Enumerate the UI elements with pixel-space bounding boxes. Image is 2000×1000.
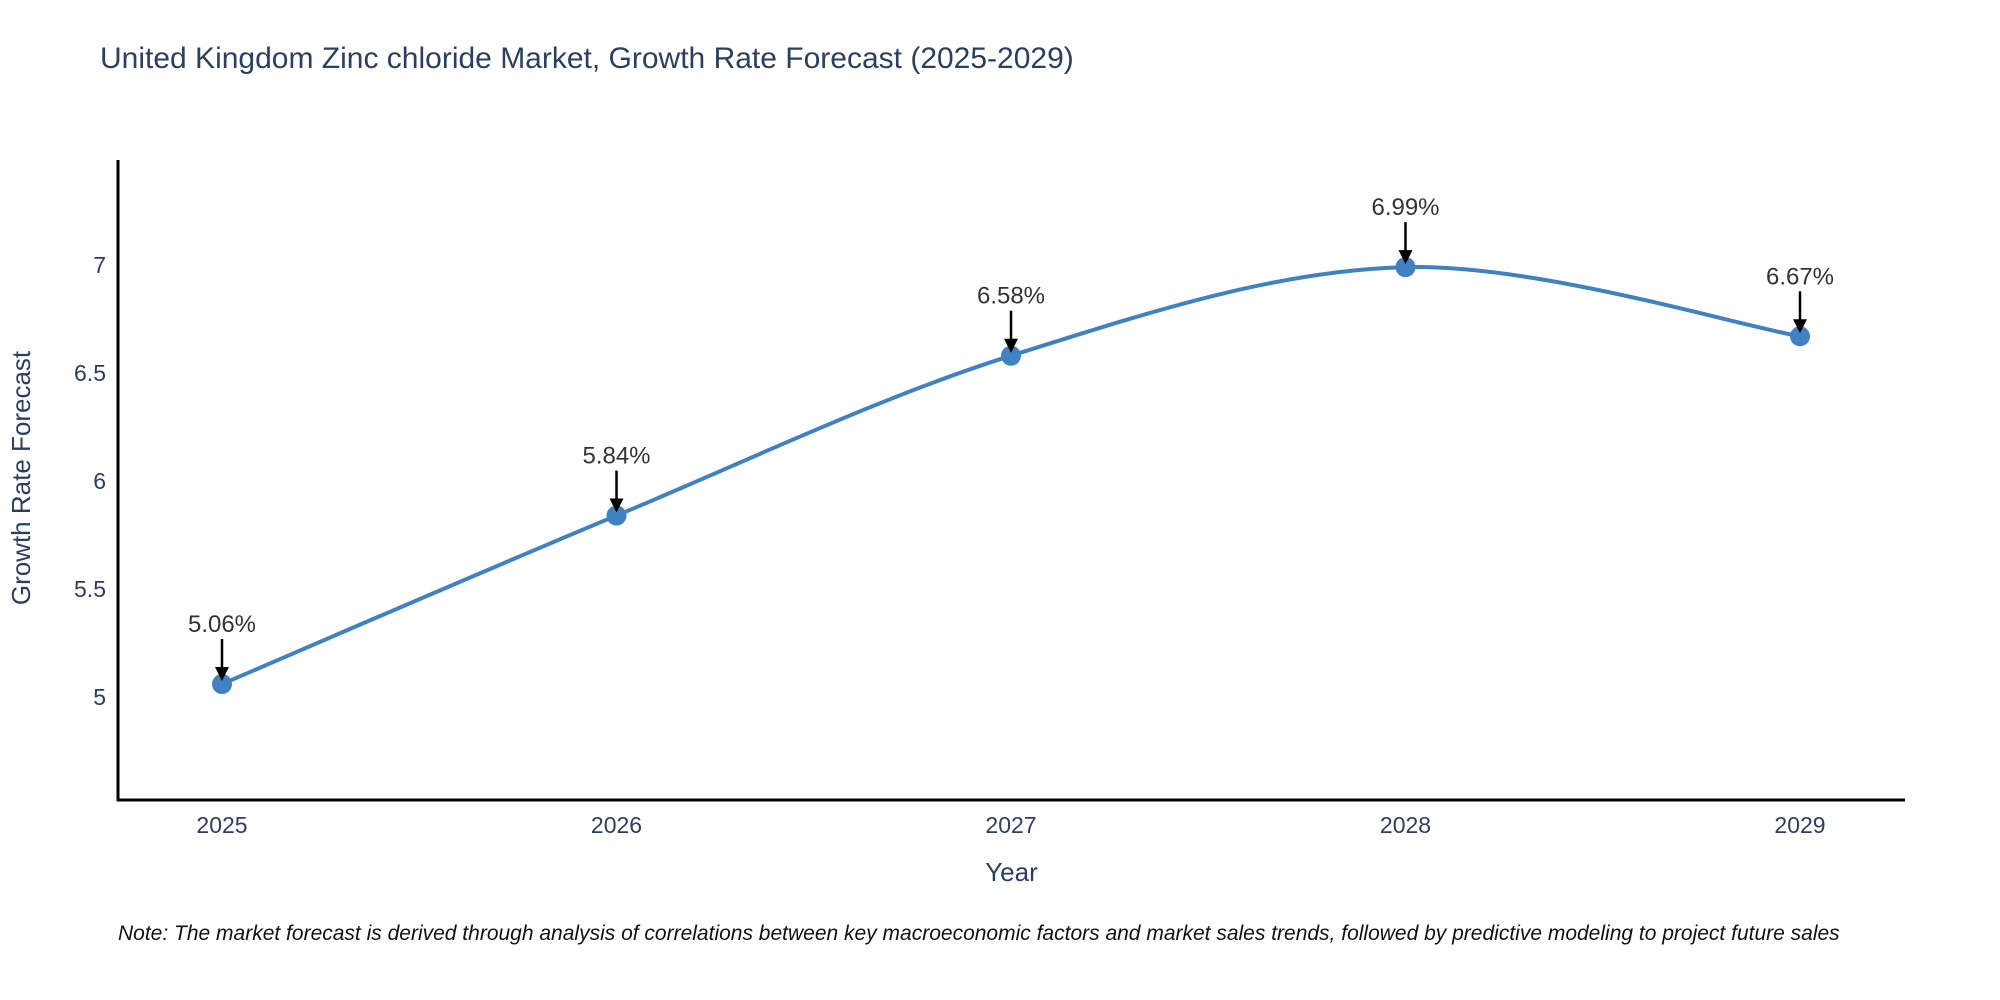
annotation-arrowhead-icon-2029 (1793, 319, 1807, 334)
y-tick-label-6: 6 (93, 468, 106, 494)
y-tick-label-6.5: 6.5 (74, 360, 106, 386)
x-tick-label-2027: 2027 (985, 812, 1036, 838)
x-tick-label-2026: 2026 (591, 812, 642, 838)
annotation-label-2027: 6.58% (977, 283, 1045, 310)
x-axis-title: Year (985, 857, 1038, 887)
y-axis-title: Growth Rate Forecast (6, 350, 36, 605)
data-point-2027 (1001, 345, 1021, 366)
x-tick-label-2025: 2025 (196, 812, 247, 838)
x-tick-label-2029: 2029 (1774, 812, 1825, 838)
annotation-label-2026: 5.84% (582, 443, 650, 470)
data-point-2025 (212, 674, 232, 695)
data-point-2026 (606, 505, 627, 526)
data-point-2029 (1790, 326, 1810, 347)
annotation-arrowhead-icon-2027 (1004, 338, 1018, 353)
annotation-label-2025: 5.06% (188, 611, 256, 638)
annotation-arrowhead-icon-2025 (215, 667, 229, 682)
annotation-arrowhead-icon-2026 (609, 498, 624, 513)
y-tick-label-5.5: 5.5 (74, 576, 106, 602)
x-tick-label-2028: 2028 (1380, 812, 1431, 838)
annotation-label-2029: 6.67% (1766, 263, 1834, 290)
annotation-arrowhead-icon-2028 (1398, 250, 1413, 265)
data-point-2028 (1395, 257, 1416, 278)
y-tick-label-5: 5 (93, 684, 106, 710)
chart-footnote: Note: The market forecast is derived thr… (118, 922, 1840, 945)
annotation-label-2028: 6.99% (1371, 194, 1439, 221)
y-tick-label-7: 7 (93, 252, 106, 278)
chart-title: United Kingdom Zinc chloride Market, Gro… (100, 42, 1074, 75)
